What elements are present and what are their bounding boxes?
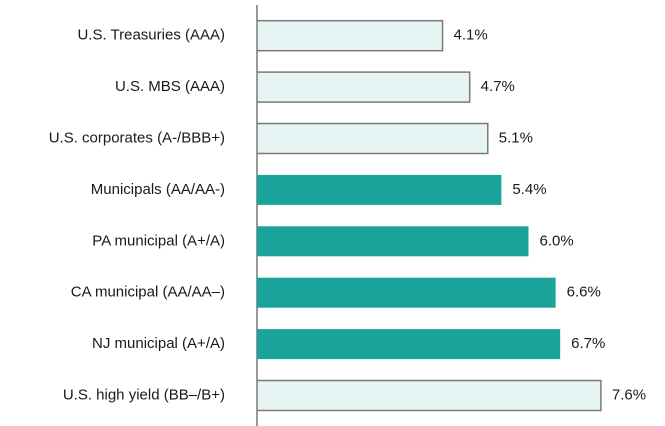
category-label: PA municipal (A+/A) xyxy=(92,232,225,249)
category-label: U.S. MBS (AAA) xyxy=(115,78,225,95)
value-label: 4.1% xyxy=(454,27,488,44)
value-label: 5.4% xyxy=(512,181,546,198)
category-label: U.S. high yield (BB–/B+) xyxy=(63,386,225,403)
value-label: 5.1% xyxy=(499,129,533,146)
bar xyxy=(256,71,471,103)
value-label: 6.0% xyxy=(540,232,574,249)
value-label: 6.7% xyxy=(571,335,605,352)
value-label: 4.7% xyxy=(481,78,515,95)
category-label: U.S. corporates (A-/BBB+) xyxy=(49,129,225,146)
bar xyxy=(256,379,602,412)
bar xyxy=(257,226,529,257)
bar xyxy=(257,277,556,308)
category-label: Municipals (AA/AA-) xyxy=(91,181,225,198)
value-label: 7.6% xyxy=(612,386,646,403)
category-label: CA municipal (AA/AA–) xyxy=(71,284,225,301)
value-label: 6.6% xyxy=(567,284,601,301)
category-label: U.S. Treasuries (AAA) xyxy=(77,27,225,44)
category-label: NJ municipal (A+/A) xyxy=(92,335,225,352)
bar xyxy=(256,122,489,155)
bar xyxy=(256,19,444,52)
bar xyxy=(257,329,561,360)
bar xyxy=(257,174,502,205)
